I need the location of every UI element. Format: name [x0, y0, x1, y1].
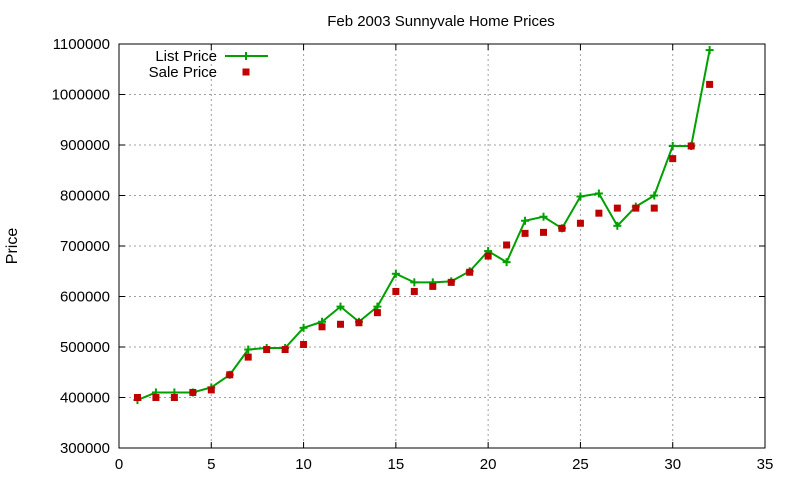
data-point-sale-price: [595, 209, 603, 217]
data-point-list-price: [668, 142, 677, 151]
data-point-list-price: [502, 258, 511, 267]
grid-lines: [119, 44, 765, 448]
data-point-sale-price: [355, 319, 363, 327]
y-tick-label: 300000: [60, 440, 110, 457]
data-point-sale-price: [521, 229, 529, 237]
x-tick-label: 10: [295, 456, 312, 473]
y-tick-label: 400000: [60, 390, 110, 407]
legend-marker-list-price: [242, 52, 250, 60]
data-point-sale-price: [706, 80, 714, 88]
x-tick-label: 35: [757, 456, 774, 473]
data-point-sale-price: [133, 394, 141, 401]
x-tick-label: 30: [664, 456, 681, 473]
x-tick-label: 20: [480, 456, 497, 473]
data-point-sale-price: [207, 386, 215, 394]
legend: List Price Sale Price: [149, 48, 268, 81]
data-point-sale-price: [300, 340, 308, 348]
data-point-sale-price: [466, 268, 474, 276]
data-point-sale-price: [576, 219, 584, 227]
data-point-sale-price: [392, 287, 400, 295]
data-point-sale-price: [484, 252, 492, 260]
data-point-sale-price: [373, 309, 381, 317]
data-point-sale-price: [503, 241, 511, 249]
legend-label-sale-price: Sale Price: [149, 64, 217, 81]
data-point-list-price: [299, 323, 308, 332]
data-point-list-price: [521, 216, 530, 225]
y-tick-label: 500000: [60, 339, 110, 356]
data-point-sale-price: [226, 371, 234, 379]
data-point-list-price: [594, 189, 603, 198]
data-point-sale-price: [318, 323, 326, 331]
x-tick-label: 25: [572, 456, 589, 473]
data-point-list-price: [576, 192, 585, 201]
data-point-sale-price: [632, 204, 640, 212]
data-point-list-price: [391, 269, 400, 278]
legend-plus: [242, 52, 250, 60]
y-tick-label: 1100000: [53, 36, 110, 53]
data-point-sale-price: [447, 278, 455, 286]
data-point-list-price: [705, 46, 714, 55]
y-tick-label: 600000: [60, 289, 110, 306]
data-point-sale-price: [170, 394, 178, 401]
data-point-sale-price: [152, 394, 160, 401]
data-point-list-price: [650, 191, 659, 200]
data-point-list-price: [244, 345, 253, 354]
data-point-list-price: [410, 278, 419, 287]
y-tick-label: 1000000: [52, 87, 110, 104]
data-point-sale-price: [336, 320, 344, 328]
y-tick-label: 700000: [60, 238, 110, 255]
series-layer: [133, 46, 714, 405]
data-point-sale-price: [429, 282, 437, 290]
y-tick-label: 800000: [60, 188, 110, 205]
data-point-sale-price: [263, 346, 271, 354]
data-point-list-price: [539, 212, 548, 221]
data-point-sale-price: [687, 142, 695, 150]
data-point-list-price: [613, 221, 622, 230]
y-tick-label: 900000: [60, 137, 110, 154]
axis-ticks: [118, 43, 766, 449]
data-point-sale-price: [650, 204, 658, 212]
x-tick-label: 0: [115, 456, 123, 473]
data-point-list-price: [336, 302, 345, 311]
legend-marker-sale-price: [242, 68, 250, 76]
x-tick-label: 15: [388, 456, 405, 473]
tick-labels: 0 5 10 15 20 25 30 35 300000 400000 500000 600000 70…: [52, 36, 774, 473]
legend-label-list-price: List Price: [155, 48, 217, 65]
data-point-sale-price: [244, 353, 252, 361]
data-point-sale-price: [410, 287, 418, 295]
data-point-sale-price: [540, 228, 548, 236]
x-tick-label: 5: [207, 456, 215, 473]
data-point-sale-price: [281, 346, 289, 354]
data-point-sale-price: [669, 155, 677, 163]
data-point-sale-price: [558, 224, 566, 232]
data-point-sale-price: [189, 388, 197, 396]
data-point-sale-price: [613, 204, 621, 212]
y-axis-label: Price: [4, 228, 21, 265]
series-line-list-price: [137, 49, 711, 401]
chart-title: Feb 2003 Sunnyvale Home Prices: [327, 13, 555, 30]
